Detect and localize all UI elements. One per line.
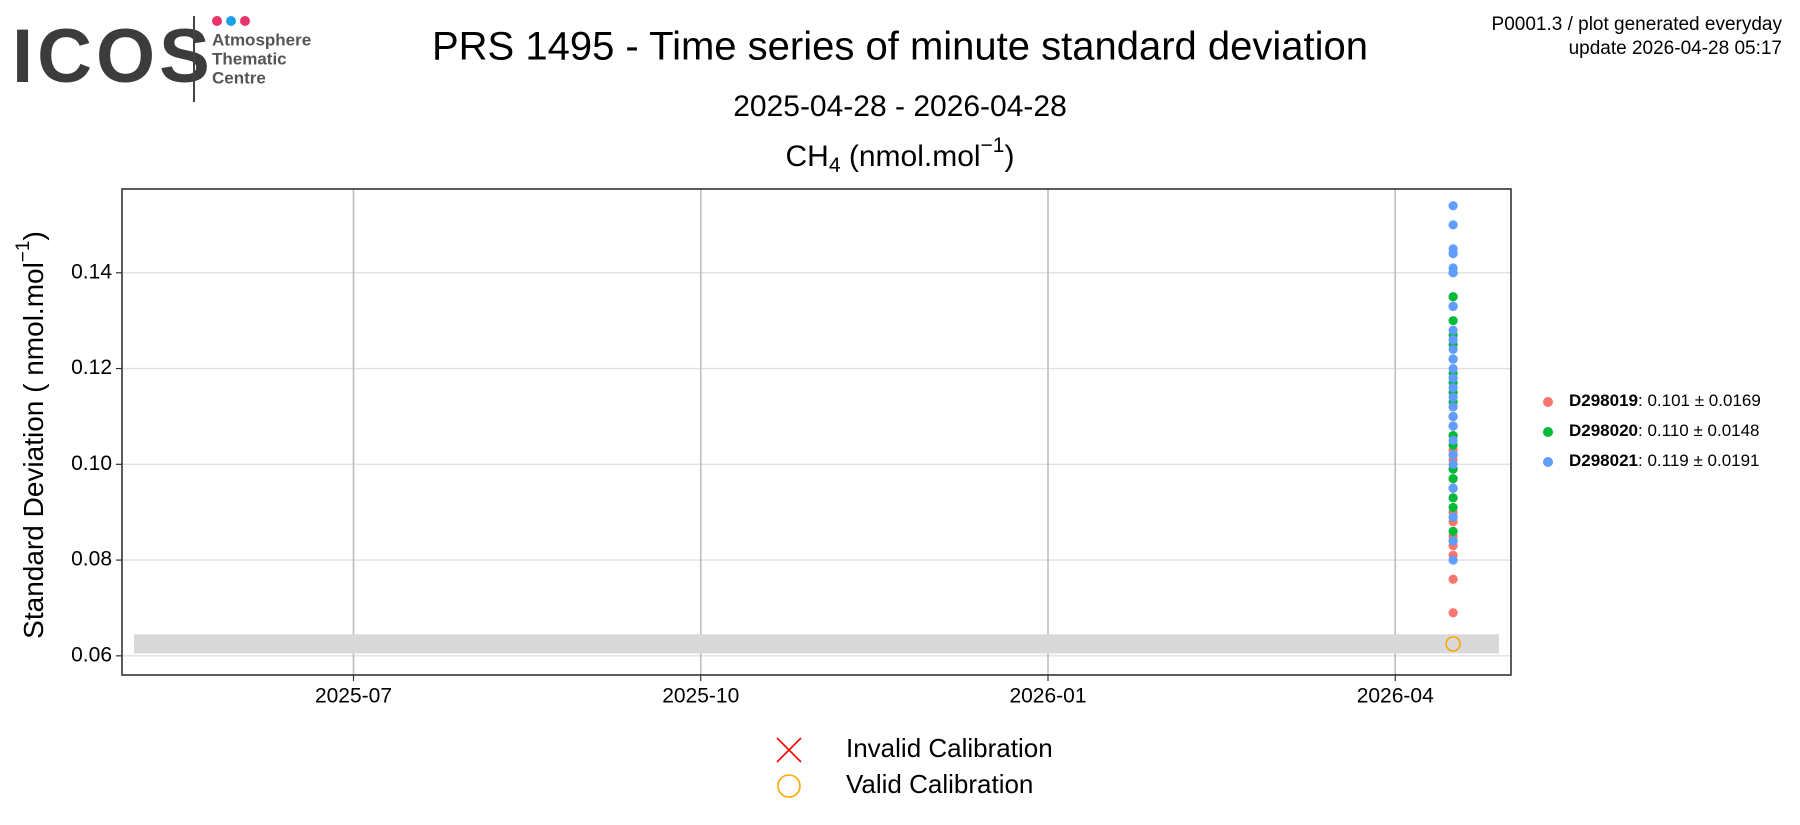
point	[1448, 493, 1458, 503]
info-line: update 2026-04-28 05:17	[1569, 38, 1782, 59]
legend-entry: D298021: 0.119 ± 0.0191	[1569, 451, 1760, 470]
y-label-main: Standard Deviation ( nmol.mol	[18, 262, 49, 639]
point	[1448, 555, 1458, 565]
legend-name: D298020	[1569, 421, 1638, 440]
point	[1448, 292, 1458, 302]
legend-entry: D298020: 0.110 ± 0.0148	[1569, 421, 1760, 440]
legend-summary: : 0.119 ± 0.0191	[1638, 451, 1760, 470]
legend-summary: : 0.101 ± 0.0169	[1638, 391, 1761, 410]
point	[1448, 344, 1458, 355]
point	[1448, 402, 1458, 412]
panel-title-close: )	[1005, 140, 1015, 173]
point	[1448, 421, 1458, 431]
point	[1448, 435, 1458, 445]
x-tick-label: 2026-04	[1357, 685, 1434, 708]
point	[1448, 201, 1458, 211]
plot-background	[122, 189, 1511, 675]
calibration-point	[1445, 636, 1461, 652]
legend-invalid-symbol	[776, 737, 802, 763]
y-label-sup: −1	[13, 241, 34, 263]
point	[1448, 411, 1458, 422]
point	[1448, 263, 1458, 273]
point	[1448, 383, 1458, 393]
reference-band	[134, 634, 1499, 654]
point	[1448, 392, 1458, 402]
x-tick-label: 2026-01	[1009, 685, 1086, 708]
point	[1448, 363, 1458, 374]
logo: ICOS	[12, 14, 214, 99]
legend-entry: D298019: 0.101 ± 0.0169	[1569, 391, 1761, 410]
point	[1448, 536, 1458, 546]
legend-valid-symbol	[777, 774, 801, 798]
x-tick-label: 2025-07	[315, 685, 392, 708]
logo-dot	[226, 16, 236, 26]
point	[1448, 335, 1458, 345]
point	[1448, 474, 1458, 484]
calibration-legend-label: Invalid Calibration	[846, 733, 1053, 763]
x-tick-label: 2025-10	[662, 685, 739, 708]
point	[1448, 373, 1458, 383]
y-tick-label: 0.14	[71, 260, 112, 283]
point	[1448, 301, 1458, 311]
legend-summary: : 0.110 ± 0.0148	[1638, 421, 1760, 440]
point	[1448, 316, 1458, 326]
legend-name: D298021	[1569, 451, 1638, 470]
y-tick-label: 0.08	[71, 548, 112, 571]
y-tick-label: 0.10	[71, 452, 112, 475]
logo-dot	[240, 16, 250, 26]
panel-title-sub: 4	[829, 154, 841, 177]
panel-title-unit: (nmol.mol	[841, 140, 981, 173]
legend-swatch	[1543, 427, 1553, 437]
legend-swatch	[1543, 397, 1553, 407]
point	[1448, 220, 1458, 230]
y-tick-label: 0.12	[71, 356, 112, 379]
point	[1448, 325, 1458, 335]
panel-title-main: CH	[785, 140, 828, 173]
logo-line: Thematic	[212, 49, 287, 68]
logo-line: Atmosphere	[212, 30, 311, 49]
point	[1448, 483, 1458, 493]
calibration-legend-label: Valid Calibration	[846, 769, 1033, 799]
point	[1448, 502, 1458, 513]
point	[1448, 608, 1458, 618]
point	[1448, 526, 1458, 536]
plot-border	[121, 188, 1512, 676]
point	[1448, 459, 1458, 469]
point	[1448, 450, 1458, 460]
legend-swatch	[1543, 457, 1553, 467]
panel-title-sup: −1	[981, 134, 1005, 157]
logo-line: Centre	[212, 68, 266, 87]
info-line: P0001.3 / plot generated everyday	[1492, 14, 1783, 35]
y-tick-label: 0.06	[71, 643, 112, 666]
y-label-close: )	[18, 231, 49, 240]
y-axis-label: Standard Deviation ( nmol.mol−1)	[13, 231, 49, 639]
chart-subtitle: 2025-04-28 - 2026-04-28	[733, 90, 1067, 123]
point	[1448, 354, 1458, 364]
panel-title: CH4 (nmol.mol−1)	[785, 134, 1014, 177]
legend-name: D298019	[1569, 391, 1638, 410]
logo-dot	[212, 16, 222, 26]
chart-title: PRS 1495 - Time series of minute standar…	[432, 25, 1368, 69]
point	[1448, 512, 1458, 522]
point	[1448, 244, 1458, 254]
point	[1448, 574, 1458, 584]
